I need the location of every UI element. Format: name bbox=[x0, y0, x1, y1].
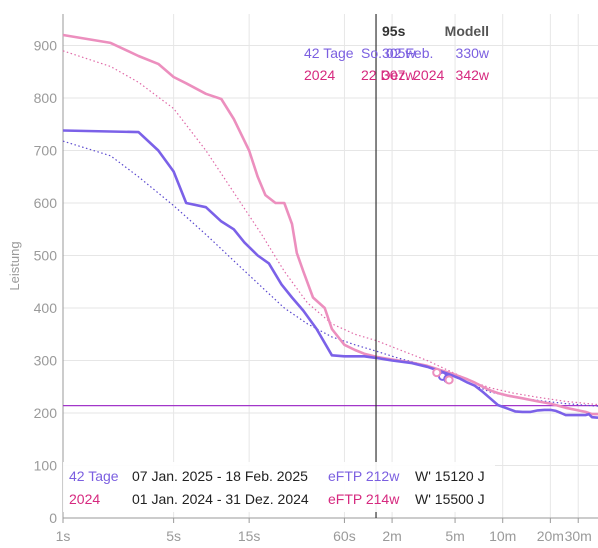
readout-date: 22 Dez. 2024 bbox=[361, 67, 444, 83]
readout-model: 342w bbox=[456, 67, 490, 83]
readout-value: 307w bbox=[382, 67, 416, 83]
y-tick-label: 600 bbox=[34, 195, 58, 211]
model-header: Modell bbox=[445, 23, 489, 39]
cursor-markers bbox=[432, 367, 454, 385]
readout-date: So. 02 Feb. bbox=[361, 45, 433, 61]
readout-series: 42 Tage bbox=[304, 45, 354, 61]
legend-wprime: W' 15500 J bbox=[415, 491, 485, 507]
x-tick-label: 5m bbox=[445, 528, 464, 544]
legend-name: 42 Tage bbox=[69, 468, 119, 484]
x-tick-label: 5s bbox=[166, 528, 181, 544]
legend-eftp: eFTP 214w bbox=[328, 491, 400, 507]
legend-background bbox=[63, 462, 495, 512]
curve-marker-3 bbox=[444, 375, 454, 385]
cursor-readout: 95s Modell 305w 42 Tage So. 02 Feb. 330w 307… bbox=[304, 23, 490, 83]
y-tick-label: 400 bbox=[34, 300, 58, 316]
y-axis-ticks: 0 100 200 300 400 500 600 700 800 900 bbox=[34, 38, 58, 527]
x-tick-label: 2m bbox=[382, 528, 401, 544]
legend-range: 01 Jan. 2024 - 31 Dez. 2024 bbox=[132, 491, 309, 507]
legend-name: 2024 bbox=[69, 491, 100, 507]
curve-marker-1 bbox=[432, 367, 442, 378]
legend: 42 Tage 07 Jan. 2025 - 18 Feb. 2025 eFTP 2… bbox=[63, 462, 495, 512]
x-tick-label: 60s bbox=[333, 528, 356, 544]
x-tick-label: 1s bbox=[56, 528, 71, 544]
series-line-1 bbox=[62, 33, 598, 416]
x-tick-label: 20m bbox=[537, 528, 564, 544]
gridlines bbox=[62, 14, 598, 523]
legend-wprime: W' 15120 J bbox=[415, 468, 485, 484]
model-curve-1 bbox=[62, 50, 598, 406]
y-tick-label: 300 bbox=[34, 353, 58, 369]
cursor-time-label: 95s bbox=[382, 23, 406, 39]
y-axis-label: Leistung bbox=[7, 241, 22, 290]
legend-eftp: eFTP 212w bbox=[328, 468, 400, 484]
y-tick-label: 100 bbox=[34, 458, 58, 474]
readout-series: 2024 bbox=[304, 67, 335, 83]
y-tick-label: 0 bbox=[49, 510, 57, 526]
legend-range: 07 Jan. 2025 - 18 Feb. 2025 bbox=[132, 468, 308, 484]
series-line-0 bbox=[62, 129, 598, 419]
y-tick-label: 500 bbox=[34, 248, 58, 264]
readout-value: 305w bbox=[382, 45, 416, 61]
x-tick-label: 10m bbox=[489, 528, 516, 544]
x-axis-ticks: 1s 5s 15s 60s 2m 5m 10m 20m 30m bbox=[56, 528, 592, 544]
y-tick-label: 800 bbox=[34, 90, 58, 106]
model-curve-0 bbox=[62, 140, 598, 407]
y-tick-label: 900 bbox=[34, 38, 58, 54]
y-tick-label: 700 bbox=[34, 143, 58, 159]
x-tick-label: 15s bbox=[238, 528, 261, 544]
x-tick-label: 30m bbox=[565, 528, 592, 544]
y-tick-label: 200 bbox=[34, 405, 58, 421]
readout-model: 330w bbox=[456, 45, 490, 61]
